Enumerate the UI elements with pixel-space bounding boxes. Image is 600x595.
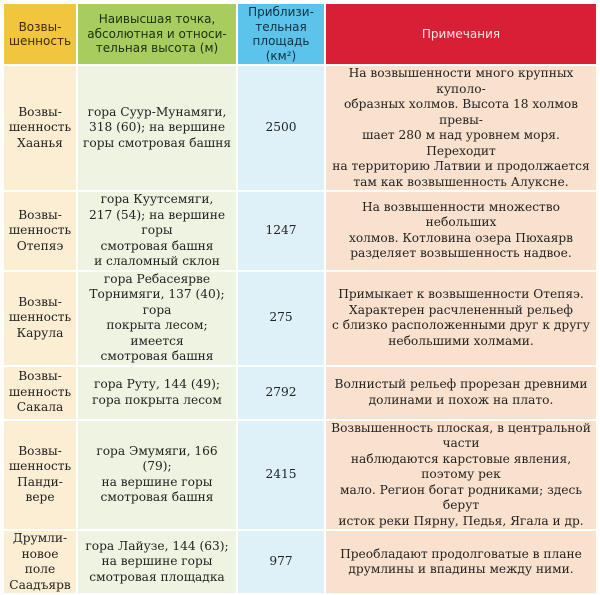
header-area: Приблизи- тельная площадь (км²) xyxy=(238,4,324,64)
upland-name-cell: Друмли- новое поле Саадъярв xyxy=(4,531,76,593)
notes-cell: Возвышенность плоская, в центральной час… xyxy=(326,420,596,529)
notes-cell: На возвышенности много крупных куполо- о… xyxy=(326,66,596,190)
table-row: Возвы- шенность Карула гора Ребасеярве То… xyxy=(4,271,596,365)
peak-cell: гора Руту, 144 (49); гора покрыта лесом xyxy=(78,366,236,419)
header-notes: Примечания xyxy=(326,4,596,64)
peak-cell: гора Эмумяги, 166 (79); на вершине горы … xyxy=(78,420,236,529)
upland-name-cell: Возвы- шенность Карула xyxy=(4,271,76,365)
footnote-fragment xyxy=(8,478,598,487)
notes-cell: Примыкает к возвышенности Отепяэ. Характ… xyxy=(326,271,596,365)
header-row: Возвы- шенность Наивысшая точка, абсолют… xyxy=(4,4,596,64)
notes-cell: Волнистый рельеф прорезан древними долин… xyxy=(326,366,596,419)
notes-cell: Преобладают продолговатые в плане друмли… xyxy=(326,531,596,593)
table-row: Возвы- шенность Отепяэ гора Куутсемяги, 2… xyxy=(4,192,596,270)
table-row: Возвы- шенность Сакала гора Руту, 144 (49… xyxy=(4,366,596,419)
peak-cell: гора Ребасеярве Торнимяги, 137 (40); гор… xyxy=(78,271,236,365)
header-upland: Возвы- шенность xyxy=(4,4,76,64)
peak-cell: гора Куутсемяги, 217 (54); на вершине го… xyxy=(78,192,236,270)
area-cell: 977 xyxy=(238,531,324,593)
upland-name-cell: Возвы- шенность Панди- вере xyxy=(4,420,76,529)
table-row: Возвы- шенность Хаанья гора Суур-Мунамяги… xyxy=(4,66,596,190)
area-cell: 2415 xyxy=(238,420,324,529)
peak-cell: гора Лайузе, 144 (63); на вершине горы с… xyxy=(78,531,236,593)
table-row: Возвы- шенность Панди- вере гора Эмумяги,… xyxy=(4,420,596,529)
area-cell: 275 xyxy=(238,271,324,365)
area-cell: 2792 xyxy=(238,366,324,419)
upland-name-cell: Возвы- шенность Сакала xyxy=(4,366,76,419)
peak-cell: гора Суур-Мунамяги, 318 (60); на вершине… xyxy=(78,66,236,190)
notes-cell: На возвышенности множество небольших хол… xyxy=(326,192,596,270)
upland-name-cell: Возвы- шенность Отепяэ xyxy=(4,192,76,270)
upland-name-cell: Возвы- шенность Хаанья xyxy=(4,66,76,190)
area-cell: 2500 xyxy=(238,66,324,190)
table-row: Друмли- новое поле Саадъярв гора Лайузе, … xyxy=(4,531,596,593)
area-cell: 1247 xyxy=(238,192,324,270)
header-peak: Наивысшая точка, абсолютная и относи- те… xyxy=(78,4,236,64)
